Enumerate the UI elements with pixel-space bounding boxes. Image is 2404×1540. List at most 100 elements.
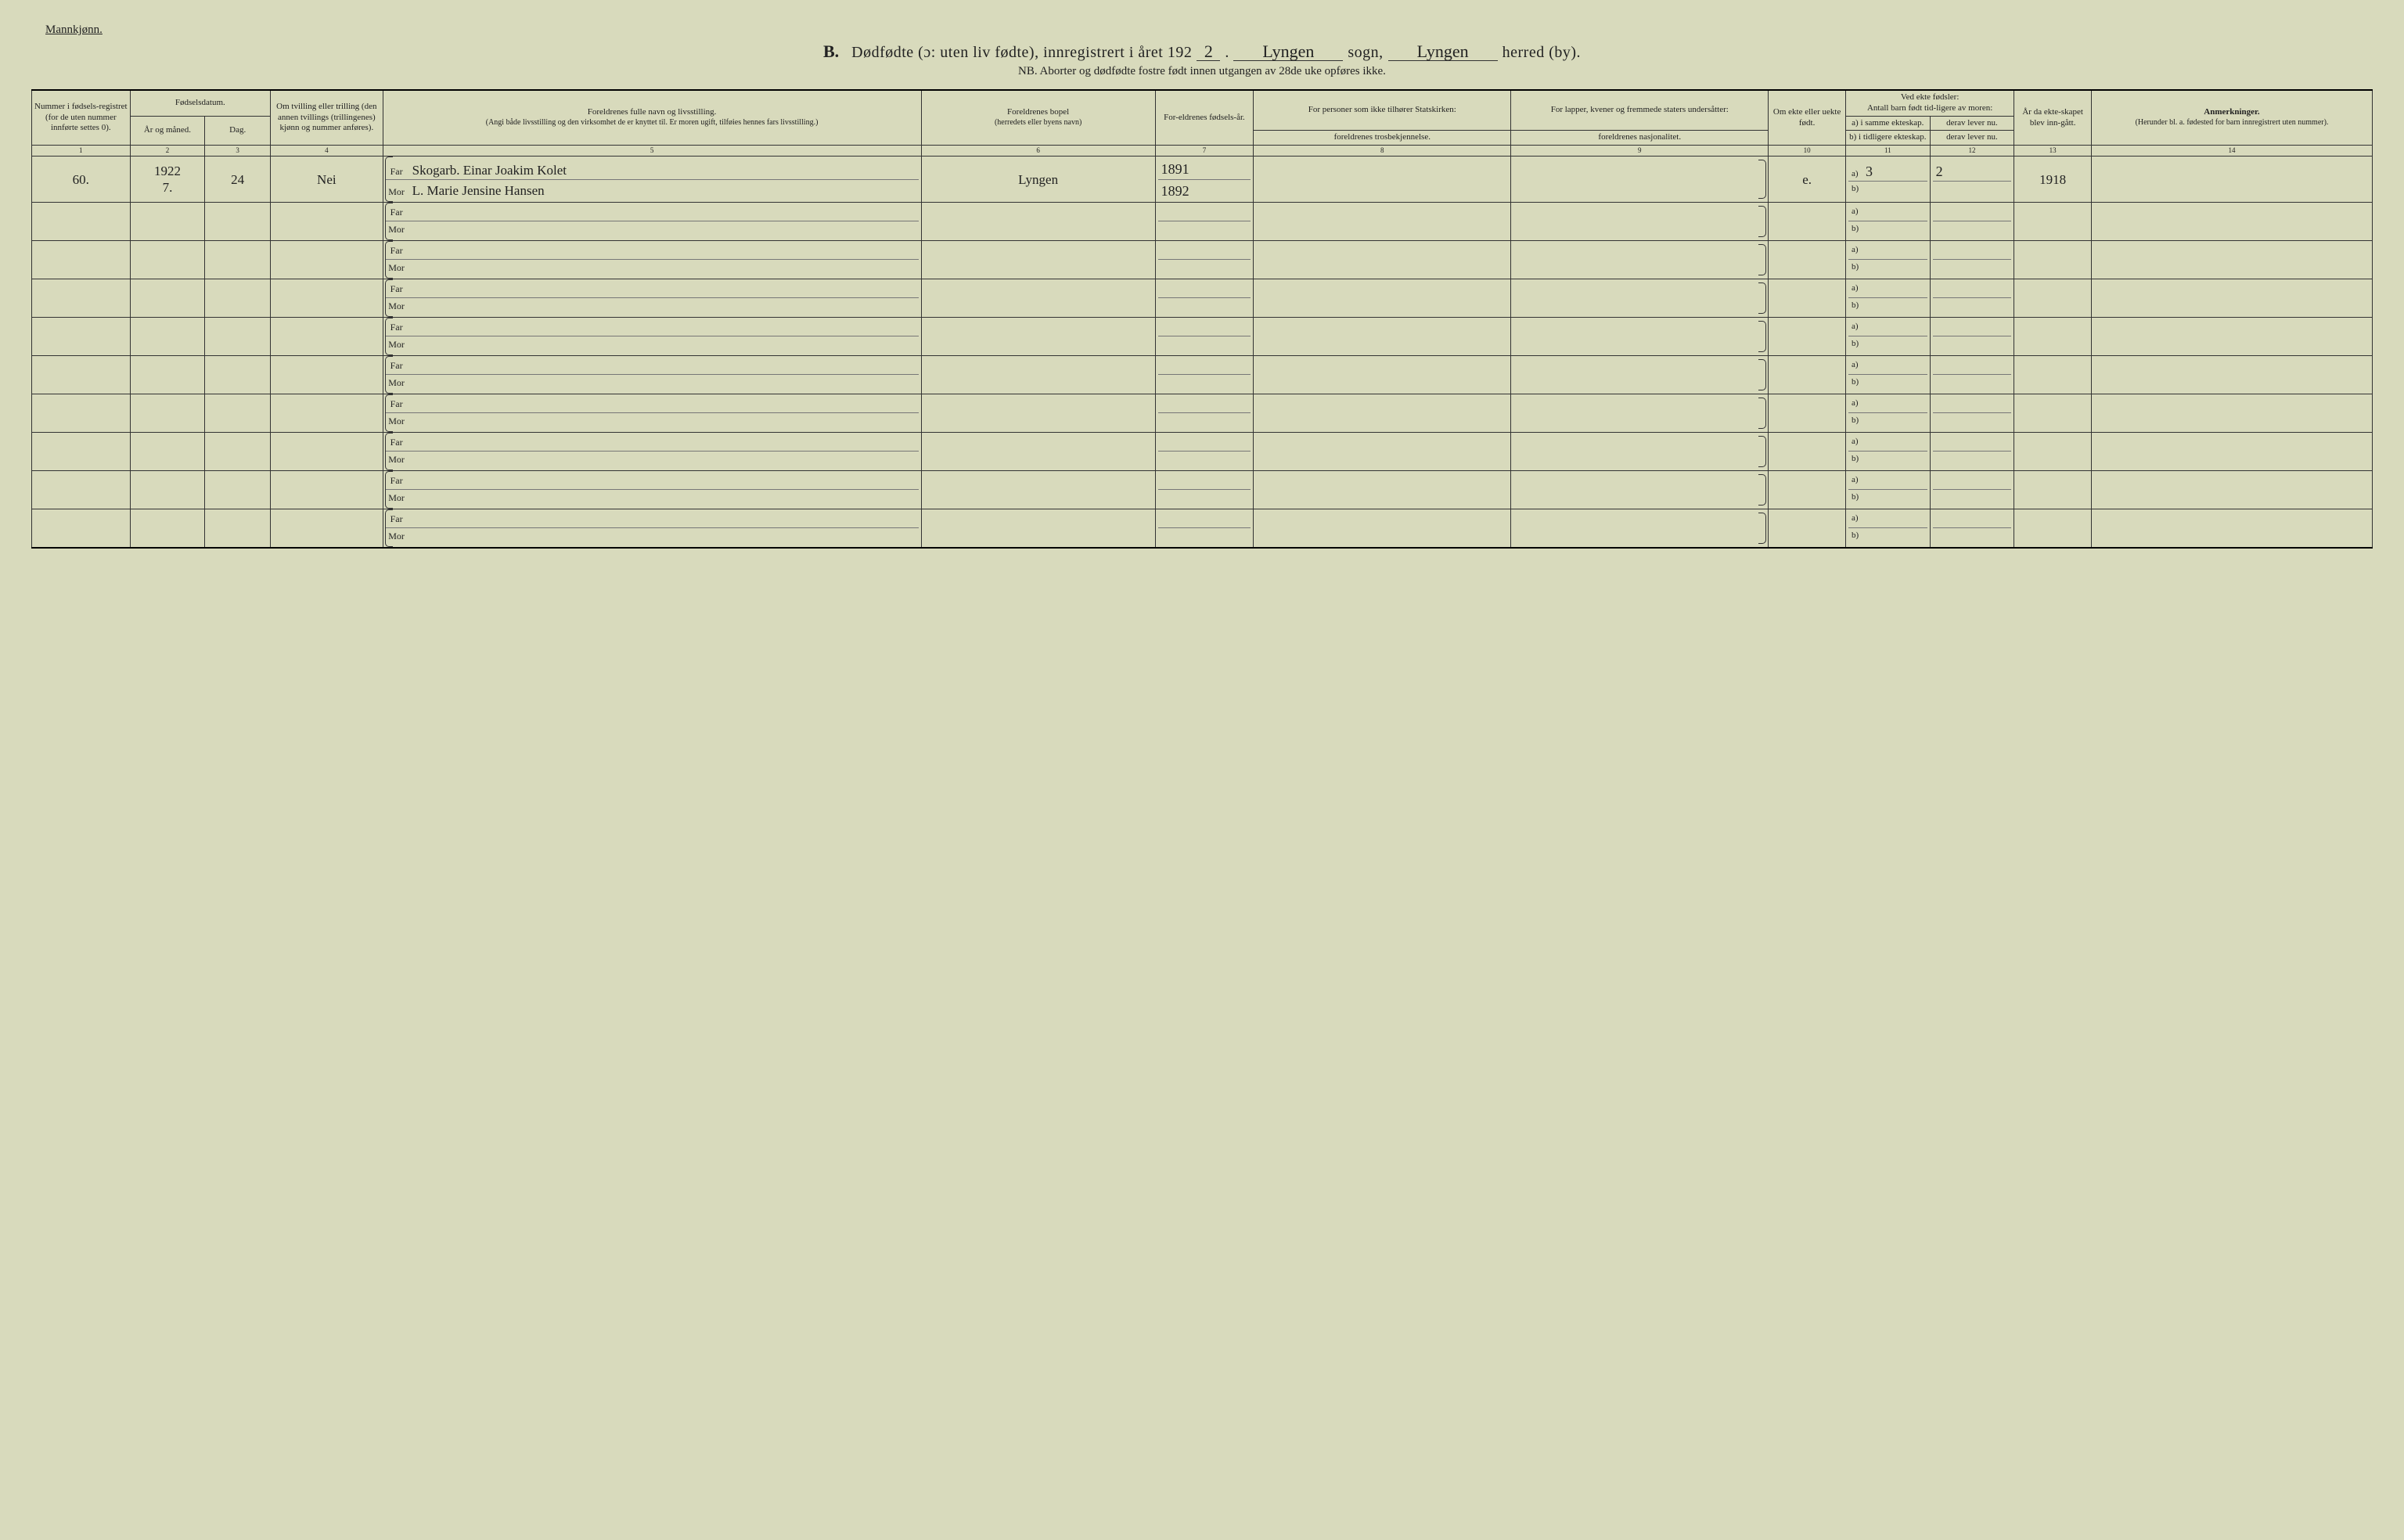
colnum-6: 6 [921, 146, 1155, 157]
cell-year-month [130, 241, 205, 279]
cell-parents: FarMor [383, 471, 921, 509]
cell-lever [1930, 471, 2014, 509]
cell-year-month [130, 433, 205, 471]
cell-parents: FarMor [383, 433, 921, 471]
register-table: Nummer i fødsels-registret (for de uten … [31, 89, 2373, 549]
gender-label: Mannkjønn. [45, 23, 2373, 37]
cell-twin [271, 394, 383, 433]
cell-anm [2091, 356, 2372, 394]
table-row: FarMora)b) [32, 433, 2373, 471]
cell-born-count: a)b) [1845, 394, 1930, 433]
table-row: 60.19227.24NeiFarSkogarb. Einar Joakim K… [32, 157, 2373, 203]
col-header-8-sub: foreldrenes trosbekjennelse. [1254, 131, 1511, 146]
cell-year-month [130, 203, 205, 241]
cell-lever [1930, 318, 2014, 356]
colnum-8: 8 [1254, 146, 1511, 157]
cell-born-count: a)3b) [1845, 157, 1930, 203]
cell-num [32, 318, 131, 356]
table-row: FarMora)b) [32, 318, 2373, 356]
col14-title: Anmerkninger. [2094, 107, 2370, 118]
cell-twin: Nei [271, 157, 383, 203]
cell-tros [1254, 433, 1511, 471]
col6-title: Foreldrenes bopel [924, 107, 1153, 118]
cell-year-month [130, 509, 205, 549]
cell-day [205, 356, 271, 394]
col-header-5: Foreldrenes fulle navn og livsstilling. … [383, 90, 921, 146]
cell-lever: 2 [1930, 157, 2014, 203]
cell-born-count: a)b) [1845, 203, 1930, 241]
cell-lever [1930, 203, 2014, 241]
cell-day: 24 [205, 157, 271, 203]
col6-sub: (herredets eller byens navn) [924, 118, 1153, 128]
cell-lever [1930, 279, 2014, 318]
cell-tros [1254, 356, 1511, 394]
cell-tros [1254, 394, 1511, 433]
cell-born-count: a)b) [1845, 356, 1930, 394]
cell-parents: FarMor [383, 509, 921, 549]
cell-year-month [130, 279, 205, 318]
cell-born-count: a)b) [1845, 279, 1930, 318]
title-row: B. Dødfødte (ɔ: uten liv fødte), innregi… [31, 41, 2373, 62]
cell-ekteskap-aar: 1918 [2014, 157, 2092, 203]
cell-parent-years [1155, 356, 1254, 394]
table-row: FarMora)b) [32, 509, 2373, 549]
cell-nasj [1511, 356, 1769, 394]
colnum-12: 12 [1930, 146, 2014, 157]
cell-ekteskap-aar [2014, 509, 2092, 549]
col-header-6: Foreldrenes bopel (herredets eller byens… [921, 90, 1155, 146]
cell-anm [2091, 157, 2372, 203]
table-body: 60.19227.24NeiFarSkogarb. Einar Joakim K… [32, 157, 2373, 549]
cell-anm [2091, 433, 2372, 471]
col-header-1: Nummer i fødsels-registret (for de uten … [32, 90, 131, 146]
cell-day [205, 279, 271, 318]
col-header-9-sub: foreldrenes nasjonalitet. [1511, 131, 1769, 146]
cell-num [32, 471, 131, 509]
table-row: FarMora)b) [32, 241, 2373, 279]
sogn-field: Lyngen [1233, 43, 1343, 61]
cell-nasj [1511, 433, 1769, 471]
col5-title: Foreldrenes fulle navn og livsstilling. [386, 107, 919, 118]
cell-tros [1254, 241, 1511, 279]
cell-anm [2091, 318, 2372, 356]
cell-bopel [921, 356, 1155, 394]
cell-ekte [1769, 433, 1846, 471]
cell-year-month: 19227. [130, 157, 205, 203]
cell-anm [2091, 203, 2372, 241]
cell-year-month [130, 356, 205, 394]
cell-parents: FarSkogarb. Einar Joakim KoletMorL. Mari… [383, 157, 921, 203]
cell-anm [2091, 509, 2372, 549]
cell-twin [271, 241, 383, 279]
cell-lever [1930, 356, 2014, 394]
cell-day [205, 471, 271, 509]
col-header-4: Om tvilling eller trilling (den annen tv… [271, 90, 383, 146]
colnum-1: 1 [32, 146, 131, 157]
cell-bopel: Lyngen [921, 157, 1155, 203]
colnum-14: 14 [2091, 146, 2372, 157]
cell-day [205, 241, 271, 279]
cell-ekte [1769, 471, 1846, 509]
title-part1: Dødfødte (ɔ: uten liv fødte), innregistr… [851, 44, 1192, 62]
col-header-12a: derav lever nu. [1930, 116, 2014, 131]
cell-ekteskap-aar [2014, 241, 2092, 279]
cell-parents: FarMor [383, 356, 921, 394]
sogn-label: sogn, [1348, 44, 1383, 62]
cell-day [205, 318, 271, 356]
cell-twin [271, 509, 383, 549]
cell-tros [1254, 471, 1511, 509]
col-header-1112-top: Ved ekte fødsler: Antall barn født tid-l… [1845, 90, 2014, 116]
herred-label: herred (by). [1502, 44, 1581, 62]
cell-year-month [130, 394, 205, 433]
cell-parents: FarMor [383, 279, 921, 318]
colnum-13: 13 [2014, 146, 2092, 157]
cell-num [32, 356, 131, 394]
cell-tros [1254, 279, 1511, 318]
cell-ekte [1769, 241, 1846, 279]
cell-bopel [921, 509, 1155, 549]
cell-nasj [1511, 203, 1769, 241]
table-header: Nummer i fødsels-registret (for de uten … [32, 90, 2373, 157]
cell-ekteskap-aar [2014, 203, 2092, 241]
cell-parent-years [1155, 509, 1254, 549]
cell-parents: FarMor [383, 318, 921, 356]
col-header-2: År og måned. [130, 116, 205, 146]
colnum-3: 3 [205, 146, 271, 157]
